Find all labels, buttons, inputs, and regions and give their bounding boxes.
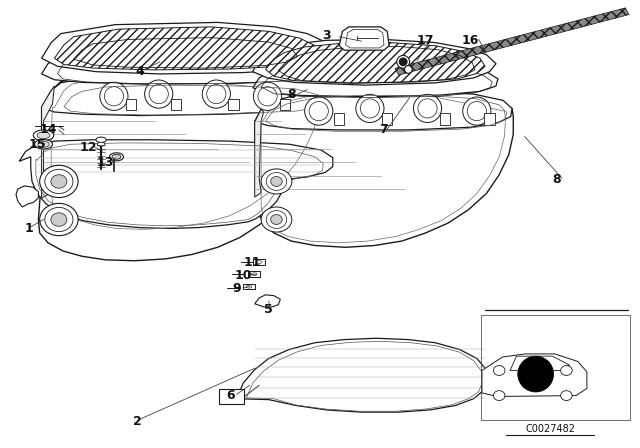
- Ellipse shape: [96, 137, 106, 142]
- Polygon shape: [54, 27, 320, 70]
- Circle shape: [463, 97, 491, 125]
- Polygon shape: [42, 74, 336, 116]
- Ellipse shape: [45, 169, 73, 194]
- Ellipse shape: [35, 140, 52, 149]
- Polygon shape: [38, 73, 334, 261]
- Polygon shape: [243, 284, 255, 289]
- Ellipse shape: [97, 142, 105, 146]
- Bar: [481, 315, 630, 420]
- Circle shape: [305, 97, 333, 125]
- Ellipse shape: [246, 285, 252, 288]
- Text: C0027482: C0027482: [525, 424, 575, 434]
- Text: 8: 8: [552, 172, 561, 186]
- Circle shape: [397, 56, 410, 68]
- Ellipse shape: [40, 165, 78, 198]
- Circle shape: [253, 82, 282, 110]
- Text: 16: 16: [461, 34, 479, 47]
- Text: 6: 6: [226, 388, 235, 402]
- Text: 7: 7: [380, 123, 388, 137]
- Ellipse shape: [37, 132, 50, 139]
- Circle shape: [413, 95, 442, 122]
- Polygon shape: [171, 99, 181, 110]
- Polygon shape: [440, 113, 450, 125]
- Circle shape: [518, 356, 554, 392]
- Polygon shape: [266, 43, 485, 83]
- Ellipse shape: [252, 273, 257, 276]
- Text: 4: 4: [135, 65, 144, 78]
- Ellipse shape: [40, 203, 78, 236]
- Circle shape: [145, 80, 173, 108]
- Polygon shape: [255, 295, 280, 307]
- Ellipse shape: [33, 130, 54, 141]
- Text: 10: 10: [234, 269, 252, 282]
- Polygon shape: [382, 113, 392, 125]
- Text: 5: 5: [264, 302, 273, 316]
- Text: 9: 9: [232, 282, 241, 296]
- Polygon shape: [42, 53, 333, 84]
- Ellipse shape: [112, 154, 121, 159]
- Polygon shape: [42, 22, 333, 74]
- Polygon shape: [484, 113, 495, 125]
- Polygon shape: [395, 8, 629, 75]
- Ellipse shape: [51, 175, 67, 188]
- Text: 3: 3: [322, 29, 331, 43]
- Circle shape: [202, 80, 230, 108]
- Ellipse shape: [266, 172, 287, 190]
- Ellipse shape: [261, 207, 292, 232]
- Text: 8: 8: [287, 87, 296, 101]
- Ellipse shape: [561, 366, 572, 375]
- Polygon shape: [482, 354, 587, 396]
- Text: 2: 2: [133, 414, 142, 428]
- Polygon shape: [339, 27, 389, 50]
- Ellipse shape: [493, 391, 505, 401]
- Ellipse shape: [493, 366, 505, 375]
- Polygon shape: [253, 259, 265, 265]
- Polygon shape: [16, 186, 38, 207]
- Circle shape: [399, 58, 407, 66]
- Text: 12: 12: [79, 141, 97, 155]
- Ellipse shape: [261, 169, 292, 194]
- Polygon shape: [126, 99, 136, 110]
- Polygon shape: [248, 271, 260, 277]
- Polygon shape: [255, 91, 512, 130]
- Ellipse shape: [51, 213, 67, 226]
- Polygon shape: [253, 39, 496, 85]
- Text: 13: 13: [97, 155, 115, 169]
- Ellipse shape: [38, 141, 49, 147]
- Polygon shape: [19, 140, 333, 228]
- Ellipse shape: [271, 215, 282, 224]
- Ellipse shape: [257, 261, 262, 263]
- Polygon shape: [228, 99, 239, 110]
- Text: 17: 17: [417, 34, 435, 47]
- Text: 14: 14: [40, 123, 58, 137]
- Circle shape: [100, 82, 128, 110]
- Text: 11: 11: [244, 255, 262, 269]
- Ellipse shape: [561, 391, 572, 401]
- Ellipse shape: [109, 153, 124, 161]
- Circle shape: [356, 95, 384, 122]
- Text: 1: 1: [24, 222, 33, 235]
- Polygon shape: [255, 109, 264, 197]
- Polygon shape: [237, 338, 488, 412]
- Polygon shape: [253, 64, 498, 97]
- Circle shape: [404, 65, 412, 73]
- Text: 15: 15: [28, 138, 46, 151]
- Polygon shape: [334, 113, 344, 125]
- Polygon shape: [280, 99, 290, 110]
- Polygon shape: [510, 356, 570, 370]
- Ellipse shape: [45, 207, 73, 232]
- Ellipse shape: [271, 177, 282, 186]
- Polygon shape: [255, 91, 513, 247]
- Ellipse shape: [266, 211, 287, 228]
- Polygon shape: [42, 86, 54, 198]
- Polygon shape: [219, 389, 244, 404]
